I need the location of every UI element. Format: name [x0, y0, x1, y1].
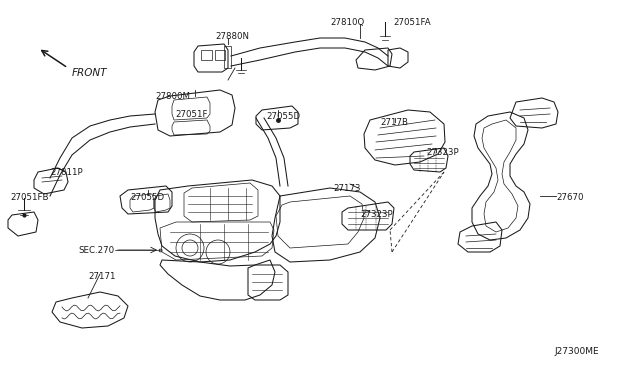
- Text: 27810Q: 27810Q: [330, 18, 364, 27]
- Text: 27323P: 27323P: [360, 210, 392, 219]
- Text: 27323P: 27323P: [426, 148, 459, 157]
- Text: FRONT: FRONT: [72, 68, 108, 78]
- Text: 27055D: 27055D: [130, 193, 164, 202]
- Text: 27051FA: 27051FA: [393, 18, 431, 27]
- Text: 27171: 27171: [88, 272, 115, 281]
- Text: 27055D: 27055D: [266, 112, 300, 121]
- Text: 27811P: 27811P: [50, 168, 83, 177]
- Text: 27880N: 27880N: [215, 32, 249, 41]
- Text: 2717B: 2717B: [380, 118, 408, 127]
- Text: 27173: 27173: [333, 184, 360, 193]
- Text: 27800M: 27800M: [155, 92, 190, 101]
- Text: J27300ME: J27300ME: [554, 347, 598, 356]
- Text: 27051FB: 27051FB: [10, 193, 49, 202]
- Text: 27670: 27670: [556, 193, 584, 202]
- Text: 27051F: 27051F: [175, 110, 207, 119]
- Text: SEC.270: SEC.270: [78, 246, 114, 255]
